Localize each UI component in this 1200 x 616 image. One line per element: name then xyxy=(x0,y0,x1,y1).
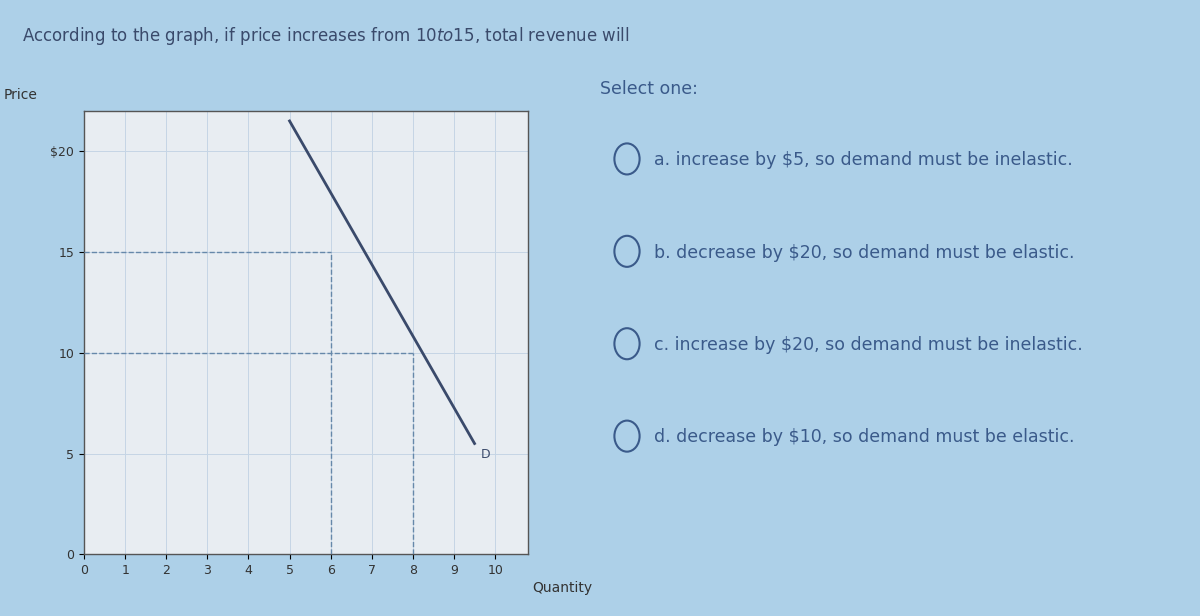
Text: According to the graph, if price increases from $10 to $15, total revenue will: According to the graph, if price increas… xyxy=(22,25,629,47)
Text: c. increase by $20, so demand must be inelastic.: c. increase by $20, so demand must be in… xyxy=(654,336,1082,354)
Text: Price: Price xyxy=(4,88,38,102)
Text: Select one:: Select one: xyxy=(600,80,698,98)
Text: Quantity: Quantity xyxy=(533,581,593,595)
Text: b. decrease by $20, so demand must be elastic.: b. decrease by $20, so demand must be el… xyxy=(654,243,1074,262)
Text: d. decrease by $10, so demand must be elastic.: d. decrease by $10, so demand must be el… xyxy=(654,428,1074,447)
Text: D: D xyxy=(481,448,491,461)
Text: a. increase by $5, so demand must be inelastic.: a. increase by $5, so demand must be ine… xyxy=(654,151,1073,169)
